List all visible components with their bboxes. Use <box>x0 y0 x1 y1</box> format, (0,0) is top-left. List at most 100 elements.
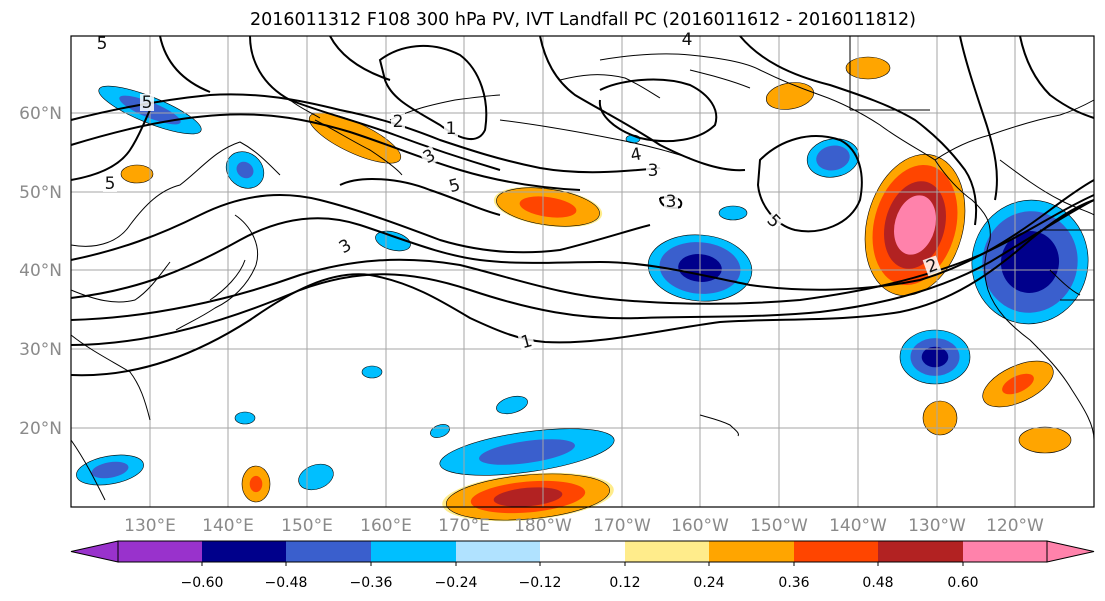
colorbar-swatch <box>625 541 709 562</box>
colorbar-swatch <box>456 541 540 562</box>
pv-contour-line <box>739 35 978 226</box>
shaded-anomaly <box>718 205 748 221</box>
contour-label: 4 <box>682 30 693 50</box>
latitude-label: 50°N <box>19 183 62 203</box>
contour-label-bg <box>664 193 678 210</box>
colorbar-tick-label: −0.24 <box>435 575 478 591</box>
shaded-anomaly <box>922 400 958 436</box>
shaded-anomaly <box>236 161 254 179</box>
colorbar-tick-label: 0.24 <box>693 575 724 591</box>
colorbar-tick-label: 0.48 <box>862 575 893 591</box>
colorbar-tick-label: 0.60 <box>947 575 978 591</box>
colorbar-swatch <box>794 541 878 562</box>
pv-contour-line <box>329 35 391 81</box>
colorbar-frame <box>117 540 1048 563</box>
longitude-label: 180°W <box>514 516 572 536</box>
pv-contour-line <box>249 35 501 171</box>
colorbar-tick-label: 0.36 <box>778 575 809 591</box>
contour-label-bg <box>95 35 109 52</box>
shaded-anomaly <box>493 487 563 507</box>
contour-label: 5 <box>105 174 116 194</box>
colorbar-swatch <box>202 541 286 562</box>
coastline <box>70 439 106 501</box>
pv-contour-line <box>1019 35 1095 119</box>
coastline <box>1049 269 1081 296</box>
longitude-label: 140°E <box>202 516 254 536</box>
coastline <box>314 119 403 176</box>
latitude-label: 60°N <box>19 104 62 124</box>
pv-contour-line <box>378 44 488 140</box>
colorbar-swatch <box>118 541 202 562</box>
longitude-label: 150°E <box>281 516 333 536</box>
colorbar-tick-label: −0.12 <box>519 575 562 591</box>
pv-contour-line <box>539 35 746 172</box>
pv-contour-line <box>70 194 1095 321</box>
latitude-label: 30°N <box>19 340 62 360</box>
coastline <box>499 119 691 159</box>
pv-contour-line <box>598 78 718 143</box>
coastline <box>70 261 171 303</box>
coastline <box>934 99 1095 161</box>
contour-label: 3 <box>666 192 677 212</box>
shaded-anomaly <box>894 195 936 255</box>
colorbar-extension-right <box>1046 540 1095 563</box>
shaded-anomaly <box>1002 373 1034 395</box>
lat-lon-gridlines <box>71 36 1094 507</box>
colorbar-swatch <box>286 541 371 562</box>
contour-label-bg <box>445 175 464 196</box>
colorbar-tick-label: −0.36 <box>350 575 393 591</box>
contour-label-bg <box>646 162 660 179</box>
latitude-labels: 60°N 50°N 40°N 30°N 20°N <box>19 104 62 439</box>
pv-contour-line <box>70 93 661 174</box>
contour-label: 3 <box>648 161 659 181</box>
coastline <box>934 159 1095 441</box>
coastline <box>689 69 751 89</box>
pv-contour-line <box>70 199 1095 377</box>
shaded-anomaly <box>91 461 129 479</box>
coastline <box>599 53 936 161</box>
colorbar-tick-label: 0.12 <box>609 575 640 591</box>
shaded-anomaly <box>120 164 154 184</box>
longitude-label: 170°E <box>438 516 490 536</box>
coastline <box>175 214 258 331</box>
pv-contour-line <box>159 35 211 93</box>
longitude-label: 120°W <box>986 516 1044 536</box>
coastline <box>209 259 246 301</box>
map-frame <box>70 35 1095 508</box>
pv-contour-line <box>70 113 581 191</box>
colorbar-swatch <box>540 541 625 562</box>
coastline <box>699 414 739 437</box>
longitude-label: 130°W <box>908 516 966 536</box>
longitude-label: 170°W <box>593 516 651 536</box>
contour-label-bg <box>627 144 645 165</box>
shaded-anomaly <box>234 411 256 425</box>
longitude-labels: 130°E 140°E 150°E 160°E 170°E 180°W 170°W 160°W… <box>124 516 1044 536</box>
colorbar-tick-label: −0.60 <box>181 575 224 591</box>
longitude-label: 150°W <box>750 516 808 536</box>
longitude-label: 160°W <box>671 516 729 536</box>
coastline <box>559 74 661 99</box>
contour-label-bg <box>140 94 154 111</box>
shaded-anomaly <box>1018 426 1072 454</box>
pv-contours <box>70 35 1095 377</box>
contour-label-bg <box>680 31 694 48</box>
coastlines <box>70 35 1095 501</box>
shaded-anomaly <box>375 230 411 252</box>
pv-contour-line <box>70 194 651 261</box>
contour-label-bg <box>334 235 356 258</box>
ivt-pc-shading <box>76 56 1089 522</box>
coastline <box>70 141 281 247</box>
pv-contour-line <box>70 109 151 181</box>
contour-label-bg <box>762 210 785 233</box>
coastline <box>389 94 501 121</box>
shaded-anomaly <box>361 365 383 379</box>
colorbar-tick-label: −0.48 <box>265 575 308 591</box>
shaded-anomaly <box>816 145 850 171</box>
shaded-anomaly <box>921 346 949 368</box>
coastline <box>70 334 151 421</box>
shaded-anomaly <box>845 56 891 80</box>
longitude-label: 130°E <box>124 516 176 536</box>
